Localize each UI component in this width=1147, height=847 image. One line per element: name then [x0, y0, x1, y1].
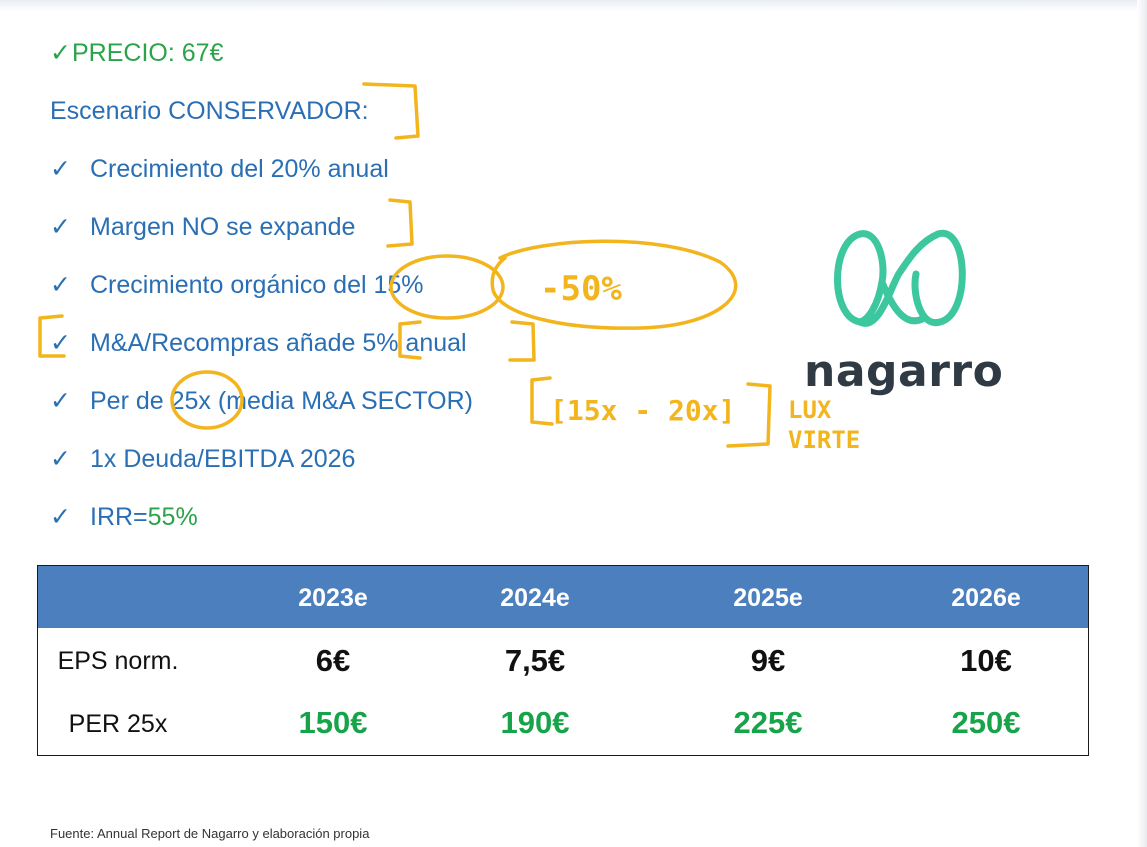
ink-bracket — [38, 314, 66, 358]
price-target-value: 225€ — [733, 705, 803, 740]
bullet-text: Crecimiento del 20% anual — [90, 155, 389, 183]
check-icon: ✓ — [50, 329, 71, 357]
irr-value: 55% — [147, 503, 198, 531]
bullet-text: Margen NO se expande — [90, 213, 356, 241]
irr-label: IRR= — [90, 503, 148, 531]
ink-bracket — [726, 382, 772, 448]
bullet-item: ✓ Per de 25x (media M&A SECTOR) — [50, 386, 473, 416]
eps-value: 10€ — [960, 643, 1012, 678]
check-icon: ✓ — [50, 271, 71, 299]
bullet-item: ✓ 1x Deuda/EBITDA 2026 — [50, 444, 355, 474]
bullet-item: ✓ Margen NO se expande — [50, 212, 355, 242]
bullet-text: Crecimiento orgánico del 15% — [90, 271, 424, 299]
price-text: PRECIO: 67€ — [72, 39, 224, 67]
row-label: EPS norm. — [57, 647, 179, 675]
check-icon: ✓ — [50, 503, 71, 531]
bullet-item: ✓ M&A/Recompras añade 5% anual — [50, 328, 467, 358]
ink-bracket — [508, 320, 536, 362]
price-target-value: 250€ — [951, 705, 1021, 740]
check-icon: ✓ — [50, 445, 71, 473]
eps-value: 7,5€ — [504, 643, 566, 678]
check-icon: ✓ — [50, 213, 71, 241]
column-header: 2024e — [500, 584, 570, 612]
ink-note-minus: -50% — [540, 269, 622, 309]
price-target-value: 190€ — [500, 705, 570, 740]
column-header: 2026e — [951, 584, 1021, 612]
check-icon: ✓ — [50, 39, 71, 67]
bullet-item: ✓ Crecimiento del 20% anual — [50, 154, 389, 184]
price-line: ✓PRECIO: 67€ — [50, 38, 223, 68]
table-header — [38, 566, 1088, 628]
eps-value: 9€ — [750, 643, 786, 678]
bullet-item: ✓ IRR=55% — [50, 502, 198, 532]
nagarro-wordmark: nagarro — [804, 346, 1004, 397]
ink-bracket — [386, 198, 414, 248]
check-icon: ✓ — [50, 387, 71, 415]
ink-bracket — [362, 82, 420, 140]
ink-note: VIRTE — [788, 426, 860, 454]
price-target-value: 150€ — [298, 705, 368, 740]
source-note: Fuente: Annual Report de Nagarro y elabo… — [50, 826, 370, 841]
eps-value: 6€ — [315, 643, 351, 678]
right-shade — [1137, 0, 1147, 847]
ink-note-range: [15x - 20x] — [550, 394, 735, 427]
bullet-text: M&A/Recompras añade 5% anual — [90, 329, 467, 357]
ink-ellipse — [490, 239, 738, 330]
eps-table: 2023e 2024e 2025e 2026e EPS norm. 6€ 7,5… — [37, 565, 1089, 756]
row-label: PER 25x — [68, 710, 168, 738]
ink-circle — [389, 254, 505, 320]
ink-note: LUX — [788, 396, 832, 424]
bullet-text: 1x Deuda/EBITDA 2026 — [90, 445, 356, 473]
column-header: 2025e — [733, 584, 803, 612]
top-shade — [0, 0, 1147, 12]
ink-bracket — [530, 376, 554, 426]
ink-circle — [170, 370, 244, 430]
scenario-text: Escenario CONSERVADOR: — [50, 97, 369, 125]
ink-bracket — [398, 320, 422, 360]
bullet-text: Per de 25x (media M&A SECTOR) — [90, 387, 474, 415]
column-header: 2023e — [298, 584, 368, 612]
nagarro-infinity-icon — [834, 229, 966, 327]
check-icon: ✓ — [50, 155, 71, 183]
scenario-title: Escenario CONSERVADOR: — [50, 96, 369, 126]
bullet-item: ✓ Crecimiento orgánico del 15% — [50, 270, 424, 300]
